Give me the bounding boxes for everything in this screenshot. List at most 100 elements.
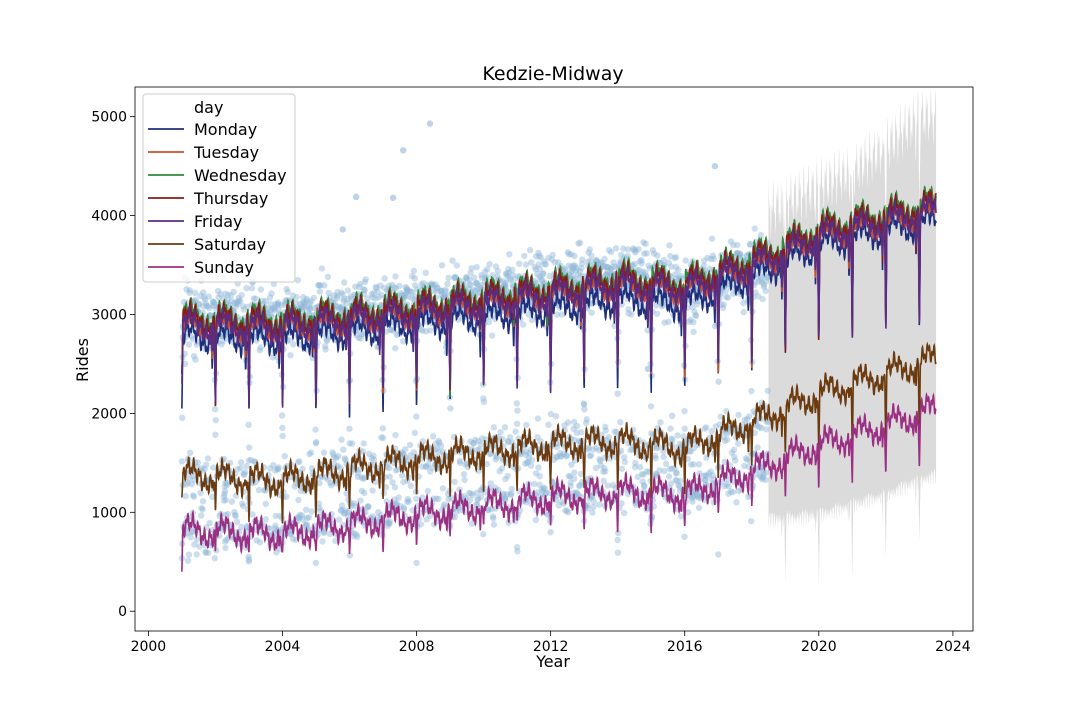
observed-point [323, 337, 331, 344]
observed-point [535, 464, 542, 471]
observed-point [472, 279, 480, 287]
observed-point [669, 412, 676, 419]
observed-point [299, 465, 306, 473]
observed-point [223, 479, 230, 487]
observed-point [399, 291, 406, 299]
observed-point [303, 297, 311, 304]
observed-point [505, 265, 512, 273]
observed-point [379, 425, 386, 432]
observed-point [211, 555, 218, 562]
observed-point [245, 421, 252, 428]
observed-point [224, 510, 231, 518]
observed-point [316, 288, 323, 295]
observed-point [274, 465, 281, 473]
observed-point [182, 360, 189, 367]
observed-point [298, 303, 305, 310]
legend-label-thursday: Thursday [193, 189, 268, 208]
observed-point [360, 474, 368, 481]
observed-point [327, 479, 334, 487]
observed-point [493, 453, 500, 461]
observed-point [501, 424, 509, 431]
observed-point [466, 276, 473, 283]
observed-point [504, 437, 512, 445]
observed-point [279, 424, 286, 432]
observed-point [361, 286, 368, 294]
observed-point [451, 513, 459, 521]
observed-point [400, 147, 407, 154]
observed-point [255, 486, 263, 494]
observed-point [509, 266, 516, 274]
observed-point [456, 507, 464, 514]
observed-point [222, 544, 229, 552]
observed-point [511, 275, 519, 282]
observed-point [237, 459, 245, 466]
observed-point [193, 551, 200, 558]
observed-point [179, 414, 186, 421]
observed-point [503, 270, 510, 277]
chart-title: Kedzie-Midway [482, 63, 623, 85]
observed-point [234, 300, 242, 308]
observed-point [222, 290, 229, 297]
observed-point [504, 273, 511, 280]
observed-point [186, 289, 193, 296]
observed-point [243, 462, 250, 470]
observed-point [432, 281, 439, 288]
observed-point [710, 255, 717, 262]
observed-point [295, 496, 302, 504]
observed-point [601, 255, 608, 262]
observed-point [563, 452, 571, 459]
observed-point [542, 261, 549, 268]
observed-point [337, 507, 345, 514]
observed-point [748, 387, 755, 395]
observed-point [339, 291, 346, 298]
observed-point [521, 252, 528, 260]
observed-point [244, 303, 251, 310]
observed-point [189, 472, 196, 480]
observed-point [473, 501, 480, 508]
observed-point [612, 245, 620, 252]
observed-point [312, 440, 320, 447]
observed-point [308, 297, 315, 305]
observed-point [472, 287, 479, 294]
observed-point [400, 506, 407, 513]
observed-point [424, 487, 431, 495]
observed-point [492, 263, 500, 270]
observed-point [763, 426, 770, 433]
legend-title: day [194, 98, 223, 117]
observed-point [266, 525, 273, 532]
observed-point [303, 521, 310, 528]
observed-point [370, 452, 377, 459]
observed-point [526, 246, 534, 254]
plot-content [178, 88, 937, 590]
observed-point [481, 268, 489, 275]
observed-point [185, 551, 193, 558]
observed-point [411, 296, 418, 303]
observed-point [346, 552, 354, 559]
legend-label-sunday: Sunday [194, 258, 254, 277]
observed-point [377, 301, 385, 309]
observed-point [690, 319, 697, 326]
observed-point [340, 297, 347, 305]
observed-point [762, 476, 769, 483]
observed-point [237, 297, 244, 305]
observed-point [222, 496, 230, 504]
observed-point [433, 445, 440, 452]
observed-point [190, 493, 198, 500]
observed-point [262, 500, 269, 507]
observed-point [267, 307, 274, 314]
observed-point [490, 521, 498, 528]
observed-point [501, 281, 509, 288]
observed-point [647, 403, 655, 410]
observed-point [345, 507, 353, 514]
observed-point [328, 482, 335, 489]
observed-point [267, 465, 274, 472]
observed-point [427, 282, 434, 289]
observed-point [368, 291, 375, 298]
observed-point [391, 496, 398, 503]
observed-point [662, 460, 670, 467]
observed-point [389, 281, 396, 289]
observed-point [505, 439, 512, 446]
observed-point [762, 287, 769, 295]
observed-point [212, 431, 219, 438]
observed-point [386, 282, 393, 289]
